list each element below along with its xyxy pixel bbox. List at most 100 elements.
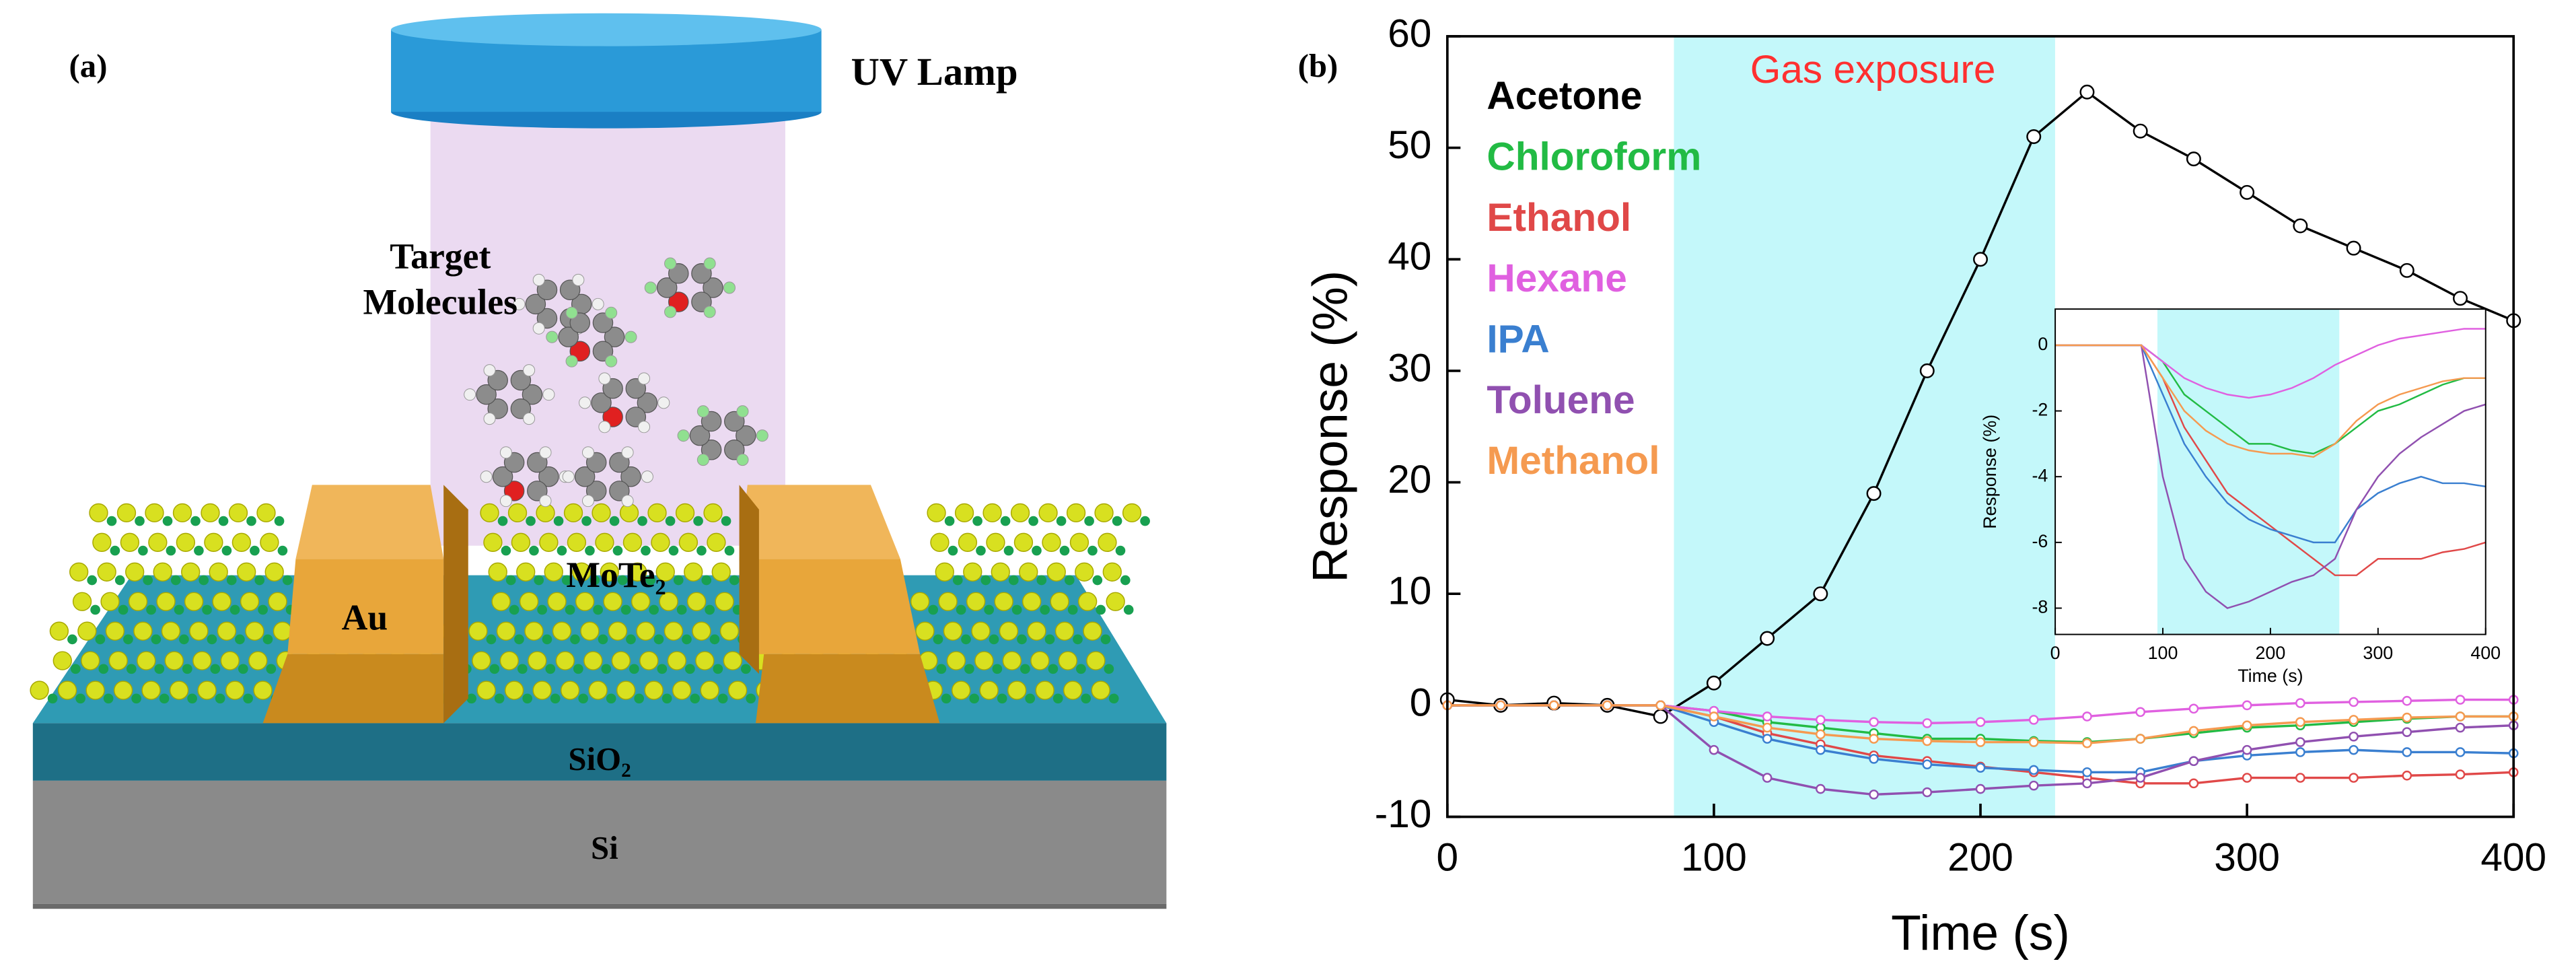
te-atom [555,651,575,670]
data-point [1922,787,1933,798]
legend-entry: Ethanol [1487,196,1631,240]
data-point [2453,291,2468,306]
mo-atom [262,634,273,645]
mo-atom [573,664,583,674]
data-point [1709,711,1719,722]
x-tick-label: 400 [2470,643,2501,663]
mo-atom [1064,575,1075,586]
data-point [2402,747,2412,757]
data-point [2402,727,2412,737]
mo-atom [226,575,237,586]
data-point [2186,151,2201,167]
h-atom [723,281,736,294]
mo-atom [1052,693,1063,704]
mo-atom [179,634,189,645]
te-atom [966,592,986,611]
x-tick-label: 0 [2050,643,2061,663]
te-atom [532,680,552,700]
te-atom [1050,592,1069,611]
mo-atom [589,575,600,586]
te-atom [982,503,1002,523]
data-point [2346,240,2361,256]
data-point [2082,778,2092,789]
mo-atom [701,575,712,586]
data-point [2349,715,2359,725]
te-atom [958,532,978,553]
h-atom [657,396,670,409]
h-atom [539,495,552,508]
h-atom [579,396,592,409]
mo-atom [1123,604,1134,615]
te-atom [547,592,567,611]
te-atom [636,621,655,641]
mo-atom [1112,516,1122,526]
mote2-lattice [30,503,1150,704]
te-atom [1075,562,1094,582]
te-atom [483,532,503,553]
y-tick-label: 60 [1388,11,1431,55]
te-atom [631,592,651,611]
y-tick-label: 20 [1388,458,1431,501]
x-tick-label: 300 [2363,643,2393,663]
te-atom [954,503,974,523]
electrode-left [262,485,468,724]
te-atom [611,651,631,670]
data-point [1548,700,1559,711]
te-atom [468,621,488,641]
te-atom [528,651,547,670]
data-point [2079,84,2095,100]
mo-atom [709,634,720,645]
te-atom [1030,651,1050,670]
target-molecules [464,257,768,508]
te-atom [137,651,156,670]
mo-atom [1044,634,1055,645]
te-atom [1091,680,1110,700]
mo-atom [1108,693,1119,704]
mo-atom [114,575,125,586]
exposure-region [2157,309,2340,635]
mo-atom [1084,516,1094,526]
mo-atom [565,604,575,615]
y-tick-label: 30 [1388,346,1431,390]
mo-atom [243,693,253,704]
te-atom [57,680,77,700]
te-atom [971,621,991,641]
h-atom [756,429,768,442]
te-atom [603,592,622,611]
te-atom [715,592,734,611]
te-atom [120,532,140,553]
mo-atom [741,664,751,674]
h-atom [581,446,595,459]
te-atom [1066,503,1086,523]
data-point [2295,747,2305,757]
mo-atom [933,634,943,645]
mo-atom [537,604,547,615]
h-atom [664,306,677,318]
mo-atom [997,693,1007,704]
h-atom [565,306,578,319]
te-atom [499,651,519,670]
h-atom [572,273,585,286]
mo-atom [961,634,971,645]
data-point [1975,783,1986,794]
y-axis-title: Response (%) [1980,415,2000,529]
te-atom [240,592,260,611]
data-point [1706,675,1721,691]
h-atom [664,257,677,270]
mo-atom [1028,516,1038,526]
y-tick-label: 50 [1388,123,1431,167]
te-atom [264,562,284,582]
te-atom [480,503,499,523]
mo-atom [693,516,703,526]
mo-atom [980,575,991,586]
data-point [2242,720,2252,731]
y-tick-label: 10 [1388,569,1431,613]
plot-frame [2054,308,2486,635]
te-atom [672,680,692,700]
mo-atom [1025,693,1036,704]
mo-atom [992,664,1003,674]
te-atom [141,680,161,700]
te-atom [516,562,536,582]
data-point [2240,184,2255,200]
te-atom [1102,562,1122,582]
